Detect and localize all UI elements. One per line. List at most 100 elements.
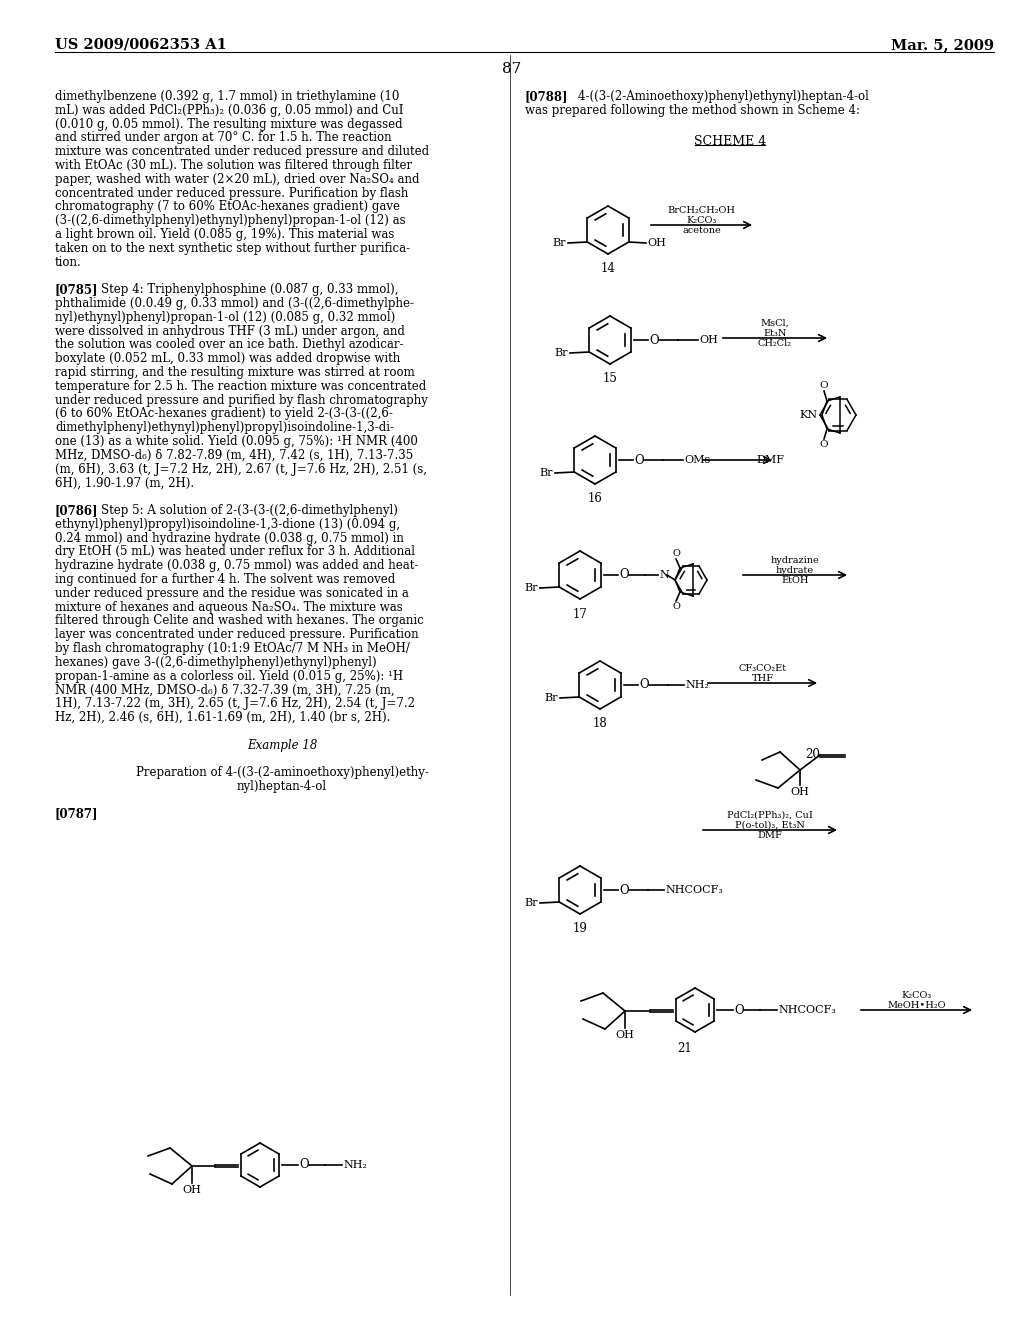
Text: 0.24 mmol) and hydrazine hydrate (0.038 g, 0.75 mmol) in: 0.24 mmol) and hydrazine hydrate (0.038 …	[55, 532, 403, 545]
Text: the solution was cooled over an ice bath. Diethyl azodicar-: the solution was cooled over an ice bath…	[55, 338, 403, 351]
Text: P(o-tol)₃, Et₃N: P(o-tol)₃, Et₃N	[735, 821, 805, 830]
Text: rapid stirring, and the resulting mixture was stirred at room: rapid stirring, and the resulting mixtur…	[55, 366, 415, 379]
Text: NH₂: NH₂	[343, 1160, 367, 1170]
Text: MHz, DMSO-d₆) δ 7.82-7.89 (m, 4H), 7.42 (s, 1H), 7.13-7.35: MHz, DMSO-d₆) δ 7.82-7.89 (m, 4H), 7.42 …	[55, 449, 414, 462]
Text: OH: OH	[647, 238, 666, 248]
Text: [0785]: [0785]	[55, 284, 98, 296]
Text: EtOH: EtOH	[781, 576, 809, 585]
Text: a light brown oil. Yield (0.085 g, 19%). This material was: a light brown oil. Yield (0.085 g, 19%).…	[55, 228, 394, 242]
Text: THF: THF	[752, 675, 773, 682]
Text: O: O	[618, 569, 629, 582]
Text: BrCH₂CH₂OH: BrCH₂CH₂OH	[668, 206, 735, 215]
Text: dry EtOH (5 mL) was heated under reflux for 3 h. Additional: dry EtOH (5 mL) was heated under reflux …	[55, 545, 415, 558]
Text: N: N	[659, 570, 669, 579]
Text: temperature for 2.5 h. The reaction mixture was concentrated: temperature for 2.5 h. The reaction mixt…	[55, 380, 426, 393]
Text: Et₃N: Et₃N	[763, 329, 786, 338]
Text: (m, 6H), 3.63 (t, J=7.2 Hz, 2H), 2.67 (t, J=7.6 Hz, 2H), 2.51 (s,: (m, 6H), 3.63 (t, J=7.2 Hz, 2H), 2.67 (t…	[55, 462, 427, 475]
Text: (3-((2,6-dimethylphenyl)ethynyl)phenyl)propan-1-ol (12) as: (3-((2,6-dimethylphenyl)ethynyl)phenyl)p…	[55, 214, 406, 227]
Text: under reduced pressure and purified by flash chromatography: under reduced pressure and purified by f…	[55, 393, 428, 407]
Text: O: O	[734, 1003, 743, 1016]
Text: tion.: tion.	[55, 256, 82, 268]
Text: O: O	[639, 678, 648, 692]
Text: [0787]: [0787]	[55, 808, 98, 821]
Text: DMF: DMF	[758, 832, 782, 840]
Text: hydrazine hydrate (0.038 g, 0.75 mmol) was added and heat-: hydrazine hydrate (0.038 g, 0.75 mmol) w…	[55, 560, 419, 572]
Text: nyl)ethynyl)phenyl)propan-1-ol (12) (0.085 g, 0.32 mmol): nyl)ethynyl)phenyl)propan-1-ol (12) (0.0…	[55, 310, 395, 323]
Text: Br: Br	[555, 348, 568, 358]
Text: 21: 21	[678, 1041, 692, 1055]
Text: Step 4: Triphenylphosphine (0.087 g, 0.33 mmol),: Step 4: Triphenylphosphine (0.087 g, 0.3…	[86, 284, 398, 296]
Text: 1H), 7.13-7.22 (m, 3H), 2.65 (t, J=7.6 Hz, 2H), 2.54 (t, J=7.2: 1H), 7.13-7.22 (m, 3H), 2.65 (t, J=7.6 H…	[55, 697, 415, 710]
Text: 15: 15	[602, 372, 617, 385]
Text: propan-1-amine as a colorless oil. Yield (0.015 g, 25%): ¹H: propan-1-amine as a colorless oil. Yield…	[55, 669, 403, 682]
Text: O: O	[634, 454, 644, 466]
Text: O: O	[649, 334, 658, 346]
Text: hydrate: hydrate	[776, 566, 814, 576]
Text: with EtOAc (30 mL). The solution was filtered through filter: with EtOAc (30 mL). The solution was fil…	[55, 158, 412, 172]
Text: mixture of hexanes and aqueous Na₂SO₄. The mixture was: mixture of hexanes and aqueous Na₂SO₄. T…	[55, 601, 402, 614]
Text: Br: Br	[524, 583, 538, 593]
Text: OH: OH	[615, 1030, 635, 1040]
Text: CF₃CO₂Et: CF₃CO₂Et	[738, 664, 786, 673]
Text: K₂CO₃: K₂CO₃	[901, 991, 932, 1001]
Text: Example 18: Example 18	[247, 739, 317, 751]
Text: dimethylbenzene (0.392 g, 1.7 mmol) in triethylamine (10: dimethylbenzene (0.392 g, 1.7 mmol) in t…	[55, 90, 399, 103]
Text: hexanes) gave 3-((2,6-dimethylphenyl)ethynyl)phenyl): hexanes) gave 3-((2,6-dimethylphenyl)eth…	[55, 656, 377, 669]
Text: NMR (400 MHz, DMSO-d₆) δ 7.32-7.39 (m, 3H), 7.25 (m,: NMR (400 MHz, DMSO-d₆) δ 7.32-7.39 (m, 3…	[55, 684, 394, 697]
Text: KN: KN	[800, 411, 818, 420]
Text: Br: Br	[540, 469, 553, 478]
Text: boxylate (0.052 mL, 0.33 mmol) was added dropwise with: boxylate (0.052 mL, 0.33 mmol) was added…	[55, 352, 400, 366]
Text: layer was concentrated under reduced pressure. Purification: layer was concentrated under reduced pre…	[55, 628, 419, 642]
Text: K₂CO₃: K₂CO₃	[686, 216, 717, 224]
Text: (0.010 g, 0.05 mmol). The resulting mixture was degassed: (0.010 g, 0.05 mmol). The resulting mixt…	[55, 117, 402, 131]
Text: chromatography (7 to 60% EtOAc-hexanes gradient) gave: chromatography (7 to 60% EtOAc-hexanes g…	[55, 201, 400, 214]
Text: O: O	[618, 883, 629, 896]
Text: 19: 19	[572, 921, 588, 935]
Text: NHCOCF₃: NHCOCF₃	[665, 884, 723, 895]
Text: taken on to the next synthetic step without further purifica-: taken on to the next synthetic step with…	[55, 242, 411, 255]
Text: SCHEME 4: SCHEME 4	[694, 135, 766, 148]
Text: acetone: acetone	[682, 226, 721, 235]
Text: Hz, 2H), 2.46 (s, 6H), 1.61-1.69 (m, 2H), 1.40 (br s, 2H).: Hz, 2H), 2.46 (s, 6H), 1.61-1.69 (m, 2H)…	[55, 711, 390, 723]
Text: paper, washed with water (2×20 mL), dried over Na₂SO₄ and: paper, washed with water (2×20 mL), drie…	[55, 173, 420, 186]
Text: 6H), 1.90-1.97 (m, 2H).: 6H), 1.90-1.97 (m, 2H).	[55, 477, 195, 490]
Text: 4-((3-(2-Aminoethoxy)phenyl)ethynyl)heptan-4-ol: 4-((3-(2-Aminoethoxy)phenyl)ethynyl)hept…	[563, 90, 869, 103]
Text: Mar. 5, 2009: Mar. 5, 2009	[891, 38, 994, 51]
Text: phthalimide (0.0.49 g, 0.33 mmol) and (3-((2,6-dimethylphe-: phthalimide (0.0.49 g, 0.33 mmol) and (3…	[55, 297, 414, 310]
Text: mixture was concentrated under reduced pressure and diluted: mixture was concentrated under reduced p…	[55, 145, 429, 158]
Text: and stirred under argon at 70° C. for 1.5 h. The reaction: and stirred under argon at 70° C. for 1.…	[55, 132, 391, 144]
Text: concentrated under reduced pressure. Purification by flash: concentrated under reduced pressure. Pur…	[55, 186, 409, 199]
Text: 18: 18	[593, 717, 607, 730]
Text: Preparation of 4-((3-(2-aminoethoxy)phenyl)ethy-: Preparation of 4-((3-(2-aminoethoxy)phen…	[135, 766, 428, 779]
Text: CH₂Cl₂: CH₂Cl₂	[758, 339, 792, 348]
Text: 20: 20	[805, 748, 820, 762]
Text: OH: OH	[791, 787, 809, 797]
Text: OH: OH	[699, 335, 718, 345]
Text: 14: 14	[600, 261, 615, 275]
Text: Br: Br	[545, 693, 558, 704]
Text: Br: Br	[553, 238, 566, 248]
Text: O: O	[672, 549, 680, 558]
Text: Br: Br	[524, 898, 538, 908]
Text: by flash chromatography (10:1:9 EtOAc/7 M NH₃ in MeOH/: by flash chromatography (10:1:9 EtOAc/7 …	[55, 642, 410, 655]
Text: O: O	[819, 440, 828, 449]
Text: NH₂: NH₂	[685, 680, 709, 690]
Text: hydrazine: hydrazine	[771, 556, 819, 565]
Text: dimethylphenyl)ethynyl)phenyl)propyl)isoindoline-1,3-di-: dimethylphenyl)ethynyl)phenyl)propyl)iso…	[55, 421, 394, 434]
Text: OMs: OMs	[684, 455, 711, 465]
Text: under reduced pressure and the residue was sonicated in a: under reduced pressure and the residue w…	[55, 587, 409, 599]
Text: MsCl,: MsCl,	[761, 319, 790, 327]
Text: were dissolved in anhydrous THF (3 mL) under argon, and: were dissolved in anhydrous THF (3 mL) u…	[55, 325, 404, 338]
Text: ethynyl)phenyl)propyl)isoindoline-1,3-dione (13) (0.094 g,: ethynyl)phenyl)propyl)isoindoline-1,3-di…	[55, 517, 400, 531]
Text: was prepared following the method shown in Scheme 4:: was prepared following the method shown …	[525, 104, 860, 116]
Text: (6 to 60% EtOAc-hexanes gradient) to yield 2-(3-(3-((2,6-: (6 to 60% EtOAc-hexanes gradient) to yie…	[55, 408, 393, 420]
Text: O: O	[819, 381, 828, 389]
Text: PdCl₂(PPh₃)₂, CuI: PdCl₂(PPh₃)₂, CuI	[727, 810, 813, 820]
Text: MeOH•H₂O: MeOH•H₂O	[887, 1001, 946, 1010]
Text: NHCOCF₃: NHCOCF₃	[778, 1005, 836, 1015]
Text: OH: OH	[182, 1185, 202, 1195]
Text: 87: 87	[503, 62, 521, 77]
Text: 16: 16	[588, 492, 602, 506]
Text: Step 5: A solution of 2-(3-(3-((2,6-dimethylphenyl): Step 5: A solution of 2-(3-(3-((2,6-dime…	[86, 504, 397, 517]
Text: nyl)heptan-4-ol: nyl)heptan-4-ol	[237, 780, 327, 793]
